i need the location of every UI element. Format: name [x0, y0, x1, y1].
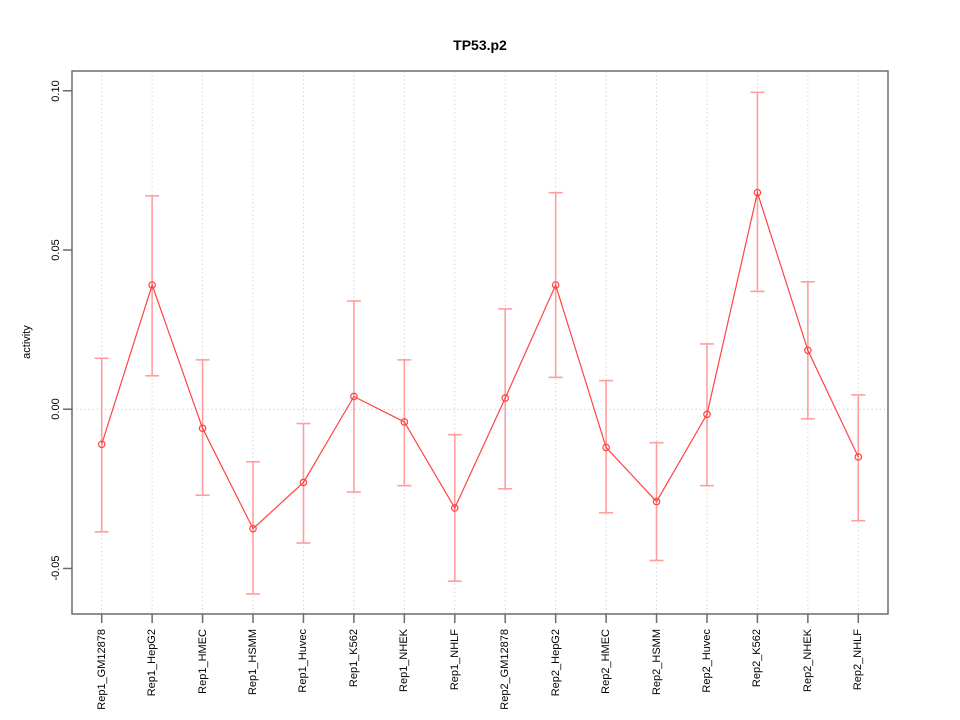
- x-tick-label: Rep1_HepG2: [146, 629, 159, 697]
- y-tick-label: 0.05: [50, 239, 62, 261]
- data-point: [602, 443, 610, 452]
- data-point: [854, 453, 863, 461]
- data-point: [148, 281, 156, 289]
- x-tick-label: Rep1_K562: [347, 629, 360, 688]
- x-tick-label: Rep2_Huvec: [700, 629, 713, 693]
- y-tick-label: 0.10: [50, 80, 62, 102]
- data-point: [299, 478, 308, 487]
- chart-title: TP53.p2: [453, 37, 507, 53]
- x-tick-label: Rep1_NHLF: [448, 629, 461, 691]
- x-tick-label: Rep2_NHLF: [852, 629, 865, 691]
- x-tick-label: Rep2_HSMM: [650, 629, 663, 696]
- x-tick-label: Rep2_HMEC: [600, 629, 613, 694]
- x-tick-label: Rep1_GM12878: [95, 629, 108, 710]
- series-line: [101, 190, 859, 530]
- data-point: [97, 440, 106, 449]
- y-tick-label: 0.00: [50, 398, 62, 420]
- data-point: [400, 418, 409, 426]
- x-tick-label: Rep1_Huvec: [297, 629, 310, 693]
- plot-frame: [71, 70, 889, 615]
- data-point: [350, 392, 358, 401]
- x-tick-label: Rep1_NHEK: [398, 629, 411, 692]
- y-tick-label: -0.05: [50, 555, 62, 581]
- data-point: [198, 424, 207, 433]
- data-point: [804, 346, 812, 355]
- data-point: [652, 497, 661, 506]
- data-point: [753, 188, 762, 197]
- data-point: [249, 524, 257, 533]
- x-tick-label: Rep2_HepG2: [549, 629, 562, 697]
- data-point: [551, 281, 560, 289]
- x-tick-label: Rep2_GM12878: [499, 629, 512, 710]
- data-point: [501, 394, 510, 402]
- data-point: [450, 504, 459, 512]
- x-tick-label: Rep2_K562: [751, 629, 764, 688]
- x-tick-label: Rep2_NHEK: [801, 629, 814, 692]
- data-point: [703, 410, 711, 419]
- x-tick-label: Rep1_HSMM: [247, 629, 260, 696]
- x-tick-label: Rep1_HMEC: [196, 629, 209, 694]
